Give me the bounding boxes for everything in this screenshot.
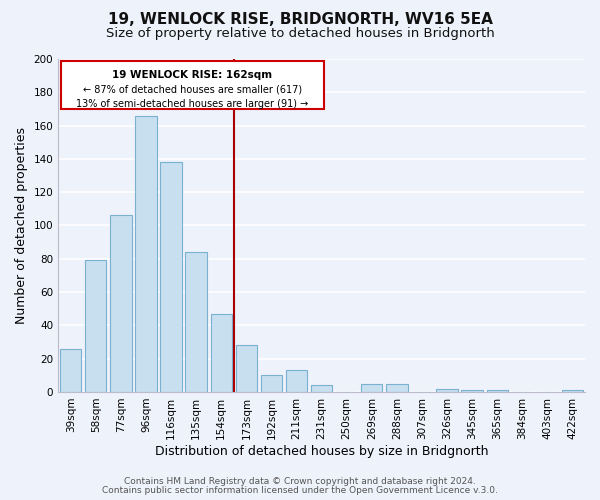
Text: Size of property relative to detached houses in Bridgnorth: Size of property relative to detached ho… [106, 28, 494, 40]
Bar [211, 314, 232, 392]
Bar [487, 390, 508, 392]
Y-axis label: Number of detached properties: Number of detached properties [15, 127, 28, 324]
Bar [261, 376, 282, 392]
Text: Contains HM Land Registry data © Crown copyright and database right 2024.: Contains HM Land Registry data © Crown c… [124, 477, 476, 486]
Bar [136, 116, 157, 392]
Text: Contains public sector information licensed under the Open Government Licence v.: Contains public sector information licen… [102, 486, 498, 495]
Bar [361, 384, 382, 392]
Bar [85, 260, 106, 392]
Text: 19, WENLOCK RISE, BRIDGNORTH, WV16 5EA: 19, WENLOCK RISE, BRIDGNORTH, WV16 5EA [107, 12, 493, 28]
Bar [60, 348, 82, 392]
Text: 19 WENLOCK RISE: 162sqm: 19 WENLOCK RISE: 162sqm [112, 70, 272, 81]
Text: 13% of semi-detached houses are larger (91) →: 13% of semi-detached houses are larger (… [76, 99, 308, 109]
Bar [160, 162, 182, 392]
Bar [386, 384, 407, 392]
Bar [436, 388, 458, 392]
Text: ← 87% of detached houses are smaller (617): ← 87% of detached houses are smaller (61… [83, 85, 302, 95]
FancyBboxPatch shape [61, 60, 324, 109]
Bar [461, 390, 483, 392]
Bar [286, 370, 307, 392]
Bar [110, 216, 131, 392]
X-axis label: Distribution of detached houses by size in Bridgnorth: Distribution of detached houses by size … [155, 444, 488, 458]
Bar [562, 390, 583, 392]
Bar [311, 386, 332, 392]
Bar [236, 346, 257, 392]
Bar [185, 252, 207, 392]
